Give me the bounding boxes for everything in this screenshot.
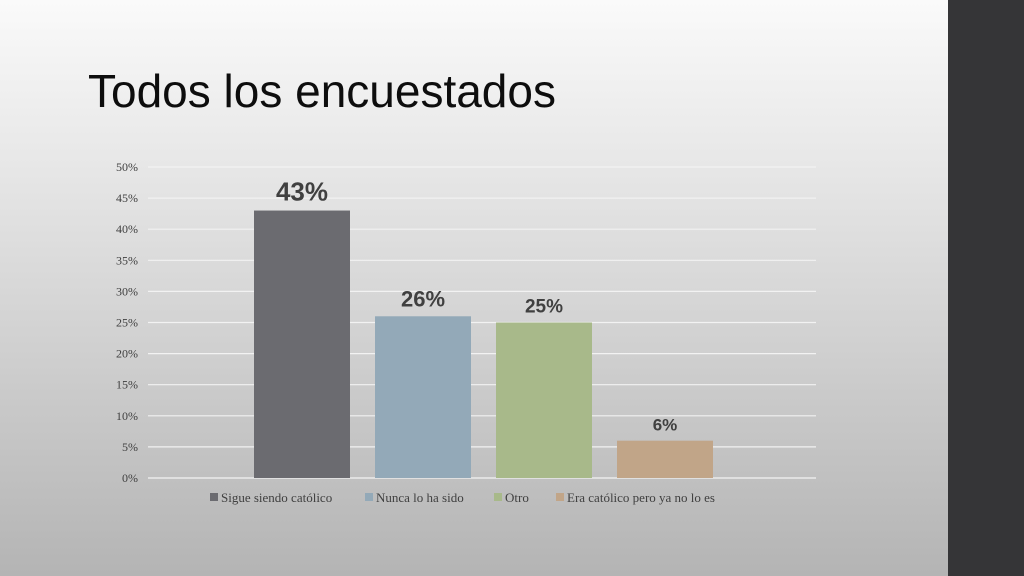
y-tick-label: 0% — [122, 471, 138, 485]
bar — [496, 322, 592, 478]
y-tick-label: 35% — [116, 253, 138, 267]
legend-label: Otro — [505, 490, 529, 505]
data-label: 25% — [525, 297, 563, 318]
bar — [617, 440, 713, 478]
bar — [254, 210, 350, 479]
y-axis-ticks: 0% 5% 10% 15% 20% 25% 30% 35% 40% 45% 50% — [116, 160, 138, 485]
y-tick-label: 15% — [116, 378, 138, 392]
y-tick-label: 25% — [116, 316, 138, 330]
legend-swatch — [365, 493, 373, 501]
legend-label: Nunca lo ha sido — [376, 490, 464, 505]
data-label: 26% — [401, 286, 445, 311]
data-label: 6% — [653, 416, 678, 435]
bars — [254, 210, 713, 479]
legend: Sigue siendo católico Nunca lo ha sido Otr… — [210, 490, 715, 505]
legend-label: Era católico pero ya no lo es — [567, 490, 715, 505]
legend-swatch — [556, 493, 564, 501]
slide-title: Todos los encuestados — [88, 65, 556, 117]
y-tick-label: 5% — [122, 440, 138, 454]
y-tick-label: 20% — [116, 347, 138, 361]
legend-label: Sigue siendo católico — [221, 490, 332, 505]
data-labels: 43% 26% 25% 6% — [276, 177, 677, 435]
gridlines — [148, 166, 816, 479]
bar — [375, 316, 471, 478]
data-label: 43% — [276, 177, 328, 207]
y-tick-label: 10% — [116, 409, 138, 423]
right-side-bar — [948, 0, 1024, 576]
y-tick-label: 45% — [116, 191, 138, 205]
y-tick-label: 40% — [116, 222, 138, 236]
y-tick-label: 50% — [116, 160, 138, 174]
legend-swatch — [494, 493, 502, 501]
y-tick-label: 30% — [116, 284, 138, 298]
legend-swatch — [210, 493, 218, 501]
